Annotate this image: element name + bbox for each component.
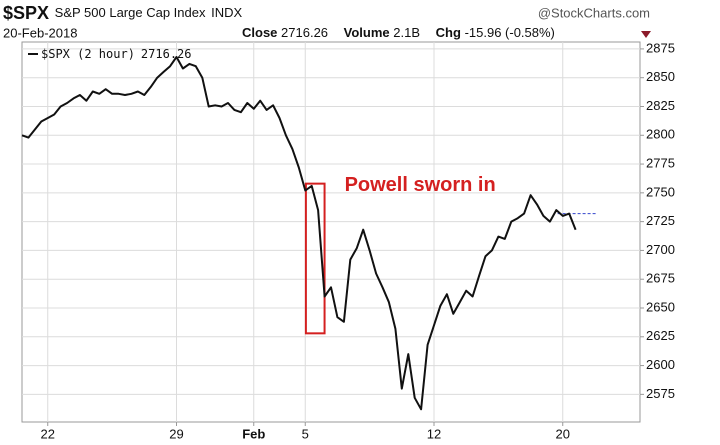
y-tick-label: 2875 xyxy=(646,40,675,55)
close-value: 2716.26 xyxy=(281,25,328,40)
plot: 2575 2600 2625 2650 2675 2700 2725 2750 2775 2800… xyxy=(21,40,675,441)
price-line xyxy=(21,56,577,411)
index-name: S&P 500 Large Cap Index xyxy=(55,5,206,20)
y-tick-label: 2700 xyxy=(646,242,675,257)
x-tick-label: 20 xyxy=(556,426,570,441)
legend-last-value: 2716.26 xyxy=(141,47,192,61)
x-tick-label: 5 xyxy=(302,426,309,441)
plot-frame xyxy=(21,41,641,423)
y-tick-label: 2775 xyxy=(646,155,675,170)
y-tick-label: 2750 xyxy=(646,184,675,199)
volume-value: 2.1B xyxy=(393,25,420,40)
volume-label: Volume xyxy=(344,25,390,40)
header-line-1: $SPX S&P 500 Large Cap Index INDX xyxy=(3,3,242,23)
chg-label: Chg xyxy=(436,25,461,40)
y-tick-label: 2800 xyxy=(646,127,675,142)
legend-name: $SPX (2 hour) xyxy=(41,47,135,61)
legend-label: $SPX (2 hour) 2716.26 xyxy=(41,47,192,61)
symbol: $SPX xyxy=(3,3,49,23)
header-line-2: Close 2716.26 Volume 2.1B Chg -15.96 (-0… xyxy=(242,25,555,40)
exchange: INDX xyxy=(211,5,242,20)
y-tick-label: 2650 xyxy=(646,299,675,314)
x-tick-label: 22 xyxy=(41,426,55,441)
y-tick-label: 2675 xyxy=(646,271,675,286)
highlight-box xyxy=(304,182,326,335)
y-tick-label: 2575 xyxy=(646,386,675,401)
annotation: Powell sworn in xyxy=(345,174,496,196)
y-tick-label: 2850 xyxy=(646,69,675,84)
chg-value: -15.96 (-0.58%) xyxy=(465,25,555,40)
source: @StockCharts.com xyxy=(538,5,650,20)
date: 20-Feb-2018 xyxy=(3,25,77,40)
close-label: Close xyxy=(242,25,277,40)
x-tick-label: Feb xyxy=(242,426,265,441)
y-tick-label: 2600 xyxy=(646,357,675,372)
x-tick-label: 29 xyxy=(169,426,183,441)
x-tick-label: 12 xyxy=(427,426,441,441)
y-tick-label: 2725 xyxy=(646,213,675,228)
y-tick-label: 2625 xyxy=(646,328,675,343)
y-tick-label: 2825 xyxy=(646,98,675,113)
down-arrow xyxy=(641,31,651,38)
